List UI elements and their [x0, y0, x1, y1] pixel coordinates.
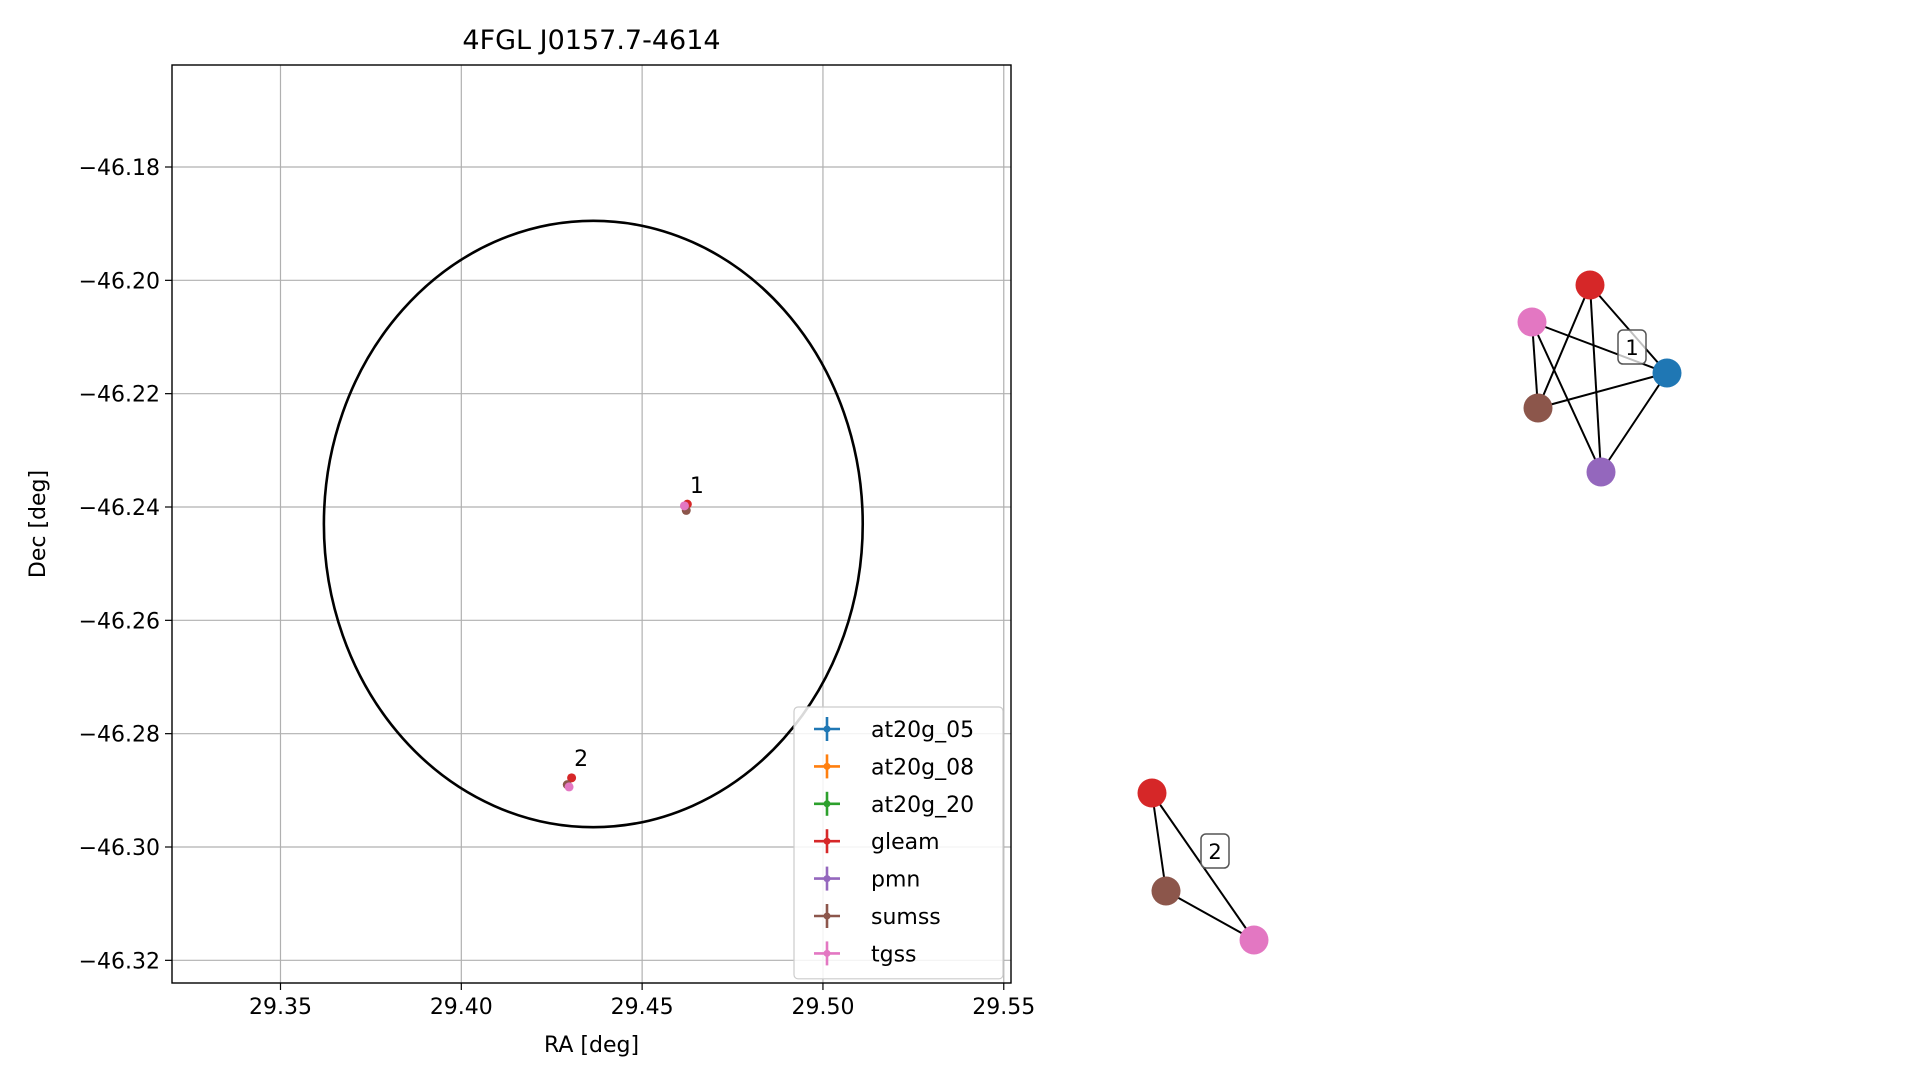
cluster-annotation: 2 — [574, 747, 588, 772]
graph-node-gleam — [1575, 270, 1605, 300]
legend-marker-tgss — [823, 949, 831, 957]
chart-title: 4FGL J0157.7-4614 — [462, 25, 720, 56]
y-tick-label: −46.28 — [79, 723, 160, 748]
graph-node-sumss — [1151, 876, 1181, 906]
cluster-label-box — [1617, 329, 1647, 365]
graph-edge — [1531, 321, 1668, 374]
graph-edge — [1165, 890, 1255, 941]
legend-marker-pmn — [823, 875, 831, 883]
legend-marker-at20g_08 — [823, 762, 831, 770]
graph-edge — [1589, 284, 1602, 473]
cluster-label: 1 — [1625, 336, 1638, 360]
y-tick-label: −46.24 — [79, 496, 160, 521]
y-axis-label: Dec [deg] — [26, 470, 51, 578]
legend-label-pmn: pmn — [871, 868, 920, 893]
x-tick-label: 29.50 — [791, 995, 854, 1020]
confidence-ellipse — [322, 219, 865, 829]
graph-node-at20g_05 — [1652, 358, 1682, 388]
graph-edge — [1537, 284, 1591, 409]
y-tick-label: −46.20 — [79, 269, 160, 294]
legend-label-at20g_08: at20g_08 — [871, 755, 974, 780]
cluster-2: 2 — [1137, 778, 1269, 955]
match-graph: 12 — [1137, 270, 1682, 955]
graph-node-gleam — [1137, 778, 1167, 808]
cluster-1: 1 — [1517, 270, 1682, 487]
y-tick-label: −46.26 — [79, 609, 160, 634]
legend-label-gleam: gleam — [871, 830, 940, 855]
legend-label-sumss: sumss — [871, 905, 941, 930]
legend-marker-at20g_05 — [823, 725, 831, 733]
point-tgss — [564, 782, 574, 792]
graph-node-pmn — [1586, 457, 1616, 487]
graph-edge — [1531, 321, 1602, 473]
legend-marker-gleam — [823, 837, 831, 845]
graph-node-sumss — [1523, 393, 1553, 423]
y-tick-label: −46.22 — [79, 383, 160, 408]
legend-label-at20g_05: at20g_05 — [871, 718, 974, 743]
graph-edge — [1600, 372, 1668, 473]
graph-node-tgss — [1517, 307, 1547, 337]
x-axis-label: RA [deg] — [544, 1033, 639, 1058]
x-tick-label: 29.40 — [430, 995, 493, 1020]
point-gleam — [567, 773, 577, 783]
legend-label-tgss: tgss — [871, 942, 917, 967]
y-tick-label: −46.18 — [79, 156, 160, 181]
scatter-plot: 29.35 29.40 29.45 29.50 29.55 −46.18 −46.20 −46… — [26, 25, 1035, 1058]
x-tick-label: 29.55 — [972, 995, 1035, 1020]
plot-frame — [171, 64, 1012, 984]
legend-marker-at20g_20 — [823, 800, 831, 808]
x-tick-label: 29.35 — [249, 995, 312, 1020]
cluster-annotation: 1 — [690, 474, 704, 499]
point-tgss — [679, 501, 689, 511]
graph-edge — [1537, 372, 1668, 409]
graph-node-tgss — [1239, 925, 1269, 955]
cluster-label: 2 — [1208, 840, 1221, 864]
graph-edge — [1589, 284, 1668, 374]
legend-marker-sumss — [823, 912, 831, 920]
legend-box — [793, 706, 1004, 980]
y-tick-label: −46.32 — [79, 949, 160, 974]
cluster-label-box — [1200, 833, 1230, 869]
graph-edge — [1151, 792, 1167, 892]
legend-label-at20g_20: at20g_20 — [871, 793, 974, 818]
x-tick-label: 29.45 — [611, 995, 674, 1020]
y-tick-label: −46.30 — [79, 836, 160, 861]
